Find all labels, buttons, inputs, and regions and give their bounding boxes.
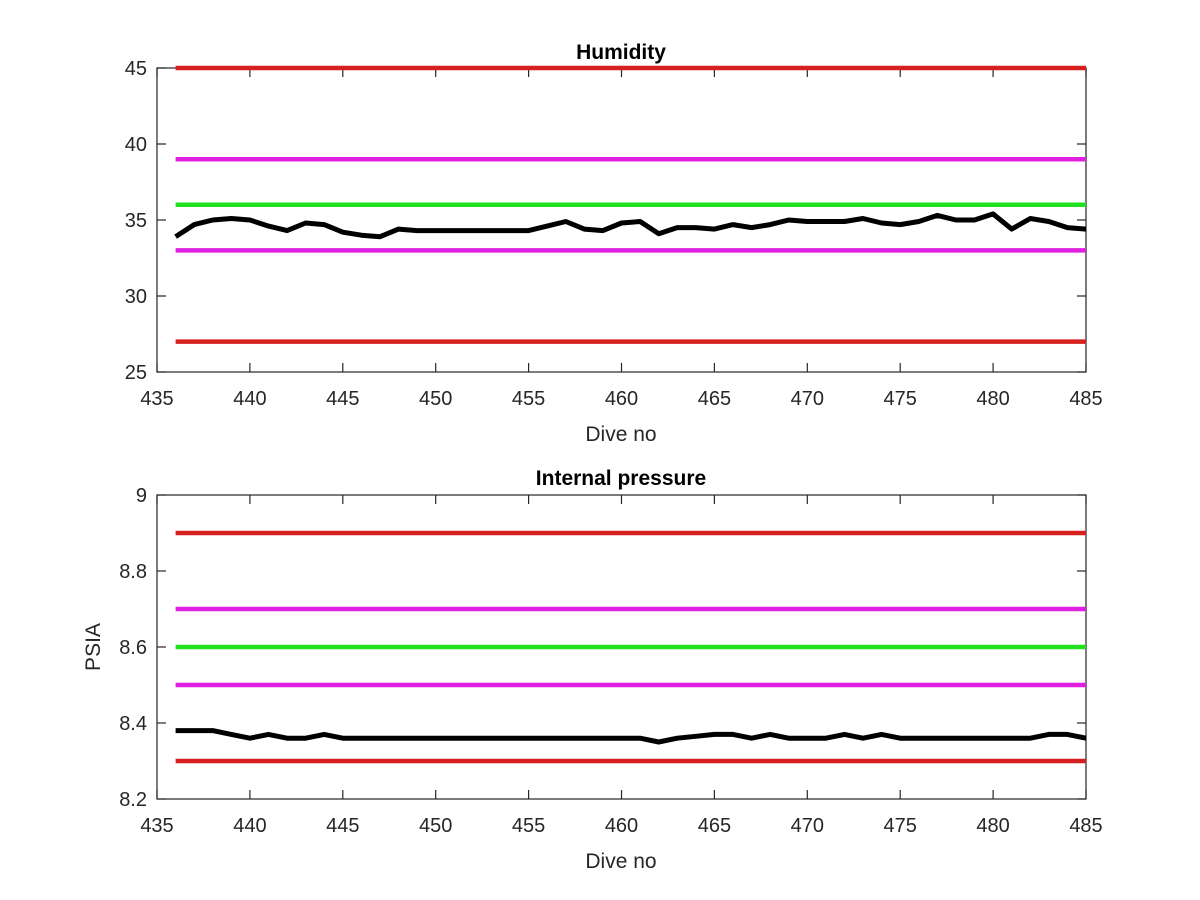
internal-pressure-x-axis-label: Dive no — [585, 850, 656, 873]
internal-pressure-x-tick-label: 475 — [884, 815, 917, 837]
internal-pressure-y-axis-label: PSIA — [82, 623, 105, 671]
humidity-x-tick-label: 450 — [419, 388, 452, 410]
internal-pressure-x-tick-label: 455 — [512, 815, 545, 837]
internal-pressure-y-tick-label: 8.4 — [119, 713, 147, 735]
humidity-x-axis-label: Dive no — [585, 423, 656, 446]
humidity-y-tick-label: 40 — [125, 134, 147, 156]
internal-pressure-plot: Internal pressure Dive no PSIA 435 440 445… — [82, 467, 1103, 873]
internal-pressure-x-tick-label: 460 — [605, 815, 638, 837]
humidity-x-tick-label: 460 — [605, 388, 638, 410]
internal-pressure-y-tick-label: 9 — [136, 485, 147, 507]
internal-pressure-y-tick-label: 8.2 — [119, 789, 147, 811]
humidity-x-tick-label: 455 — [512, 388, 545, 410]
humidity-x-tick-label: 445 — [326, 388, 359, 410]
internal-pressure-x-tick-label: 435 — [140, 815, 173, 837]
humidity-y-tick-label: 25 — [125, 362, 147, 384]
internal-pressure-x-tick-label: 440 — [233, 815, 266, 837]
internal-pressure-data-line — [175, 728, 1087, 745]
internal-pressure-x-tick-label: 470 — [791, 815, 824, 837]
internal-pressure-x-tick-label: 480 — [976, 815, 1009, 837]
humidity-x-tick-label: 435 — [140, 388, 173, 410]
internal-pressure-chart-title: Internal pressure — [536, 467, 706, 490]
internal-pressure-x-tick-label: 445 — [326, 815, 359, 837]
humidity-plot: Humidity Dive no 435 440 445 450 455 460 465 47… — [125, 41, 1103, 446]
humidity-data-line — [174, 211, 1087, 240]
humidity-x-tick-label: 440 — [233, 388, 266, 410]
humidity-chart-title: Humidity — [576, 41, 666, 64]
humidity-y-tick-label: 45 — [125, 58, 147, 80]
humidity-x-tick-label: 465 — [698, 388, 731, 410]
humidity-y-tick-label: 35 — [125, 210, 147, 232]
humidity-x-tick-label: 475 — [884, 388, 917, 410]
humidity-x-tick-label: 470 — [791, 388, 824, 410]
internal-pressure-y-tick-label: 8.8 — [119, 561, 147, 583]
internal-pressure-x-tick-label: 485 — [1069, 815, 1102, 837]
humidity-x-tick-label: 485 — [1069, 388, 1102, 410]
internal-pressure-y-tick-label: 8.6 — [119, 637, 147, 659]
internal-pressure-x-tick-label: 450 — [419, 815, 452, 837]
internal-pressure-x-tick-label: 465 — [698, 815, 731, 837]
humidity-x-tick-label: 480 — [976, 388, 1009, 410]
humidity-y-tick-label: 30 — [125, 286, 147, 308]
